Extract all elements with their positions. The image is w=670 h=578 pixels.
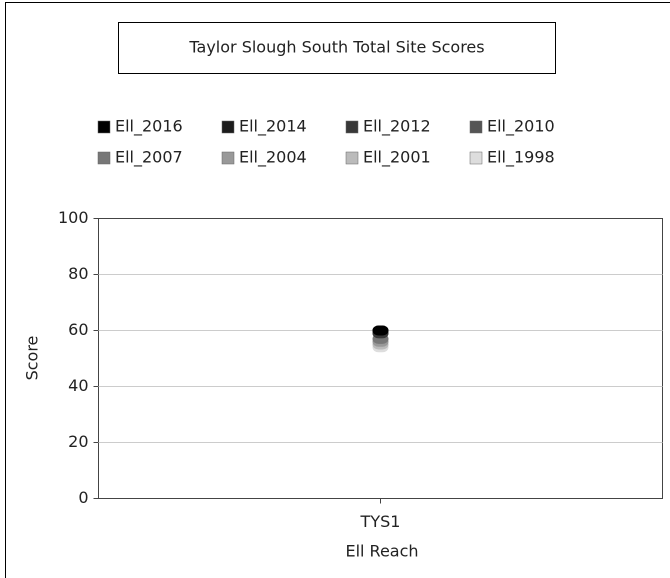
legend-label: Ell_2007: [115, 148, 183, 168]
legend-swatch: [97, 151, 111, 165]
legend-swatch: [345, 151, 359, 165]
y-tick-label: 60: [68, 320, 88, 339]
legend-swatch: [221, 120, 235, 134]
plot-area: [98, 218, 663, 499]
legend-swatch: [469, 120, 483, 134]
y-axis-label: Score: [23, 336, 42, 381]
legend-label: Ell_2012: [363, 117, 431, 137]
frame: [5, 2, 670, 578]
y-tick-label: 40: [68, 376, 88, 395]
legend-label: Ell_1998: [487, 148, 555, 168]
legend-label: Ell_2016: [115, 117, 183, 137]
legend-label: Ell_2010: [487, 117, 555, 137]
point: [372, 325, 389, 336]
legend-label: Ell_2014: [239, 117, 307, 137]
x-axis-label: Ell Reach: [345, 542, 418, 561]
chart-title: Taylor Slough South Total Site Scores: [188, 38, 484, 57]
title-box: [118, 22, 556, 74]
y-tick-label: 100: [58, 208, 89, 227]
y-tick-label: 20: [68, 432, 88, 451]
y-tick-label: 0: [78, 488, 88, 507]
y-tick-label: 80: [68, 264, 88, 283]
x-tick-label: TYS1: [360, 512, 401, 531]
legend-label: Ell_2001: [363, 148, 431, 168]
legend-swatch: [97, 120, 111, 134]
legend-swatch: [221, 151, 235, 165]
legend-swatch: [345, 120, 359, 134]
legend-swatch: [469, 151, 483, 165]
legend-label: Ell_2004: [239, 148, 307, 168]
